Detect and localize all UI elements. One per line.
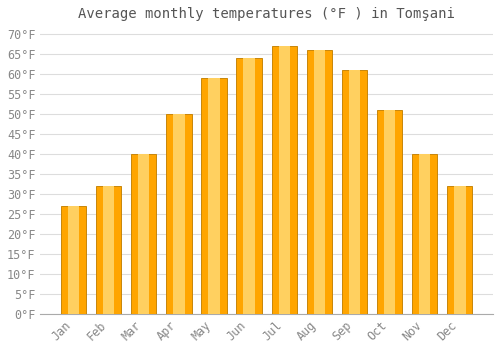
Bar [447, 186, 472, 314]
Bar [68, 206, 79, 314]
Bar [342, 70, 367, 314]
Bar [384, 110, 396, 314]
Bar [236, 58, 262, 314]
Bar [419, 154, 430, 314]
Bar [103, 186, 115, 314]
Bar [314, 50, 325, 314]
Bar [412, 154, 438, 314]
Bar [208, 78, 220, 314]
Bar [454, 186, 466, 314]
Bar [61, 206, 86, 314]
Bar [131, 154, 156, 314]
Bar [306, 50, 332, 314]
Bar [278, 46, 290, 314]
Bar [244, 58, 255, 314]
Bar [173, 114, 184, 314]
Bar [202, 78, 226, 314]
Bar [377, 110, 402, 314]
Bar [349, 70, 360, 314]
Bar [96, 186, 122, 314]
Bar [138, 154, 149, 314]
Title: Average monthly temperatures (°F ) in Tomşani: Average monthly temperatures (°F ) in To… [78, 7, 455, 21]
Bar [272, 46, 297, 314]
Bar [166, 114, 192, 314]
